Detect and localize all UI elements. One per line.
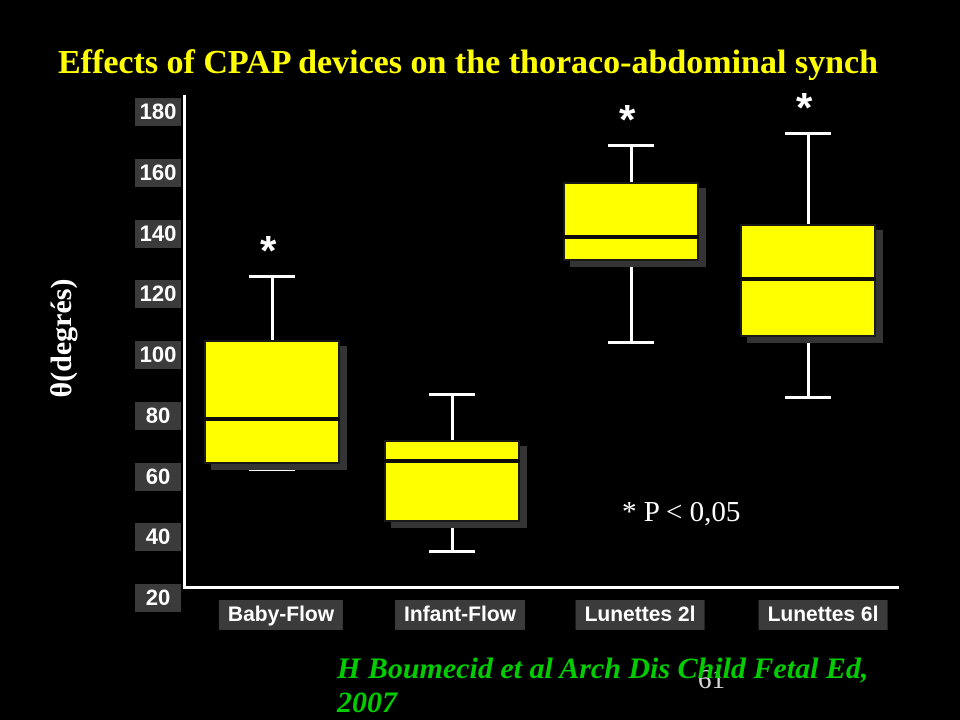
- y-axis-line: [183, 95, 186, 588]
- slide-title: Effects of CPAP devices on the thoraco-a…: [58, 44, 879, 81]
- y-tick-label: 80: [135, 401, 181, 430]
- y-tick-label: 100: [135, 341, 181, 369]
- significance-note: * P < 0,05: [622, 496, 741, 528]
- box-median-line: [563, 234, 699, 239]
- y-tick-label: 60: [135, 462, 181, 491]
- whisker-cap-bottom: [249, 468, 295, 472]
- y-tick-label: 120: [135, 280, 181, 309]
- box: [563, 181, 699, 261]
- whisker-cap-top: [429, 393, 475, 397]
- significance-asterisk: *: [796, 84, 813, 132]
- x-category-label: Baby-Flow: [218, 600, 344, 630]
- whisker-cap-top: [608, 144, 654, 148]
- y-tick-label: 180: [135, 98, 181, 126]
- y-tick-label: 20: [135, 584, 181, 612]
- significance-asterisk: *: [619, 96, 636, 144]
- y-axis-label: θ(degrés): [45, 278, 78, 398]
- y-tick-label: 140: [135, 219, 181, 248]
- whisker-cap-top: [249, 275, 295, 279]
- x-category-label: Lunettes 2l: [575, 600, 705, 630]
- citation-line1: H Boumecid et al Arch Dis Child Fetal Ed…: [337, 652, 869, 685]
- citation: H Boumecid et al Arch Dis Child Fetal Ed…: [337, 652, 868, 720]
- y-tick-label: 40: [135, 523, 181, 552]
- box: [204, 339, 340, 465]
- x-category-label: Lunettes 6l: [758, 600, 888, 630]
- citation-line2: 2007: [337, 686, 397, 719]
- whisker-cap-bottom: [785, 395, 831, 399]
- y-tick-label: 160: [135, 158, 181, 187]
- whisker-cap-top: [785, 132, 831, 136]
- box-median-line: [740, 277, 876, 282]
- significance-asterisk: *: [260, 227, 277, 275]
- box-median-line: [384, 459, 520, 464]
- x-category-label: Infant-Flow: [395, 600, 525, 630]
- box: [384, 440, 520, 523]
- page-number: 61: [698, 664, 725, 694]
- x-axis-line: [183, 586, 899, 589]
- whisker-cap-bottom: [429, 550, 475, 554]
- box-median-line: [204, 416, 340, 421]
- whisker-cap-bottom: [608, 340, 654, 344]
